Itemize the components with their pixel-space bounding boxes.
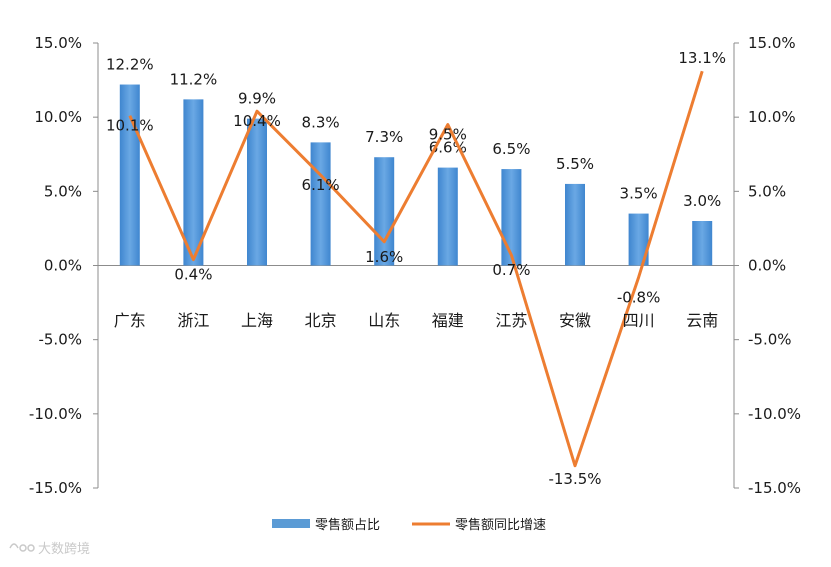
watermark-logo-icon — [9, 543, 35, 552]
line-data-label: 6.1% — [302, 176, 340, 194]
line-data-label: 9.5% — [429, 126, 467, 144]
category-label: 安徽 — [559, 311, 591, 330]
line-data-label: -0.8% — [617, 288, 661, 306]
bar-series — [119, 84, 713, 266]
bar-data-label: 8.3% — [302, 113, 340, 131]
bar-data-labels: 12.2%11.2%9.9%8.3%7.3%6.6% 6.5%5.5%3.5% 3.… — [106, 56, 721, 210]
bar — [501, 169, 522, 266]
bar — [692, 221, 713, 266]
right-tick-label: 10.0% — [748, 108, 796, 126]
category-label: 福建 — [432, 311, 464, 330]
right-axis-ticks: 15.0% 10.0% 5.0% 0.0% -5.0% -10.0% -15.0% — [734, 34, 801, 497]
right-tick-label: 0.0% — [748, 257, 786, 275]
category-label: 上海 — [241, 311, 273, 330]
left-axis-ticks: 15.0% 10.0% 5.0% 0.0% -5.0% -10.0% -15.0% — [29, 34, 98, 497]
bar-data-label: 12.2% — [106, 56, 154, 74]
bar — [247, 118, 267, 266]
bar-data-label: 9.9% — [238, 90, 276, 108]
bar-data-label: 11.2% — [170, 70, 218, 88]
line-data-label: 10.4% — [233, 112, 281, 130]
right-tick-label: 15.0% — [748, 34, 796, 52]
bar-data-label: 3.5% — [620, 185, 658, 203]
left-tick-label: 0.0% — [44, 257, 82, 275]
line-data-label: 0.7% — [492, 261, 530, 279]
line-data-labels: 10.1% 0.4% 10.4% 6.1% 1.6% 9.5% 0.7% -13.5% -0.8… — [106, 49, 726, 488]
legend-line-label: 零售额同比增速 — [455, 517, 546, 533]
bar-data-label: 3.0% — [683, 192, 721, 210]
bar — [437, 167, 458, 266]
left-tick-label: 5.0% — [44, 182, 82, 200]
left-tick-label: -5.0% — [38, 331, 82, 349]
right-tick-label: -5.0% — [748, 331, 792, 349]
category-label: 四川 — [623, 311, 655, 330]
line-data-label: 1.6% — [365, 248, 403, 266]
category-label: 广东 — [114, 311, 146, 330]
category-label: 浙江 — [177, 311, 209, 330]
bar-data-label: 5.5% — [556, 155, 594, 173]
left-tick-label: -10.0% — [29, 405, 82, 423]
legend-bar-swatch — [272, 519, 310, 528]
line-data-label: 10.1% — [106, 117, 154, 135]
bar-data-label: 7.3% — [365, 128, 403, 146]
legend: 零售额占比 零售额同比增速 — [272, 517, 546, 533]
left-tick-label: 10.0% — [34, 108, 82, 126]
bar — [183, 99, 204, 266]
category-labels: 广东 浙江 上海 北京 山东 福建 江苏 安徽 四川 云南 — [114, 311, 718, 330]
line-data-label: 13.1% — [678, 49, 726, 67]
right-tick-label: -15.0% — [748, 479, 801, 497]
bar — [119, 84, 140, 266]
right-tick-label: -10.0% — [748, 405, 801, 423]
category-label: 山东 — [368, 311, 400, 330]
bar-data-label: 6.5% — [492, 140, 530, 158]
watermark-text: 大数跨境 — [38, 542, 90, 557]
category-label: 北京 — [305, 311, 337, 330]
watermark: 大数跨境 — [9, 542, 90, 557]
bar — [565, 183, 585, 266]
legend-bar-label: 零售额占比 — [315, 517, 380, 533]
right-tick-label: 5.0% — [748, 182, 786, 200]
left-tick-label: 15.0% — [34, 34, 82, 52]
bar — [628, 213, 649, 266]
left-tick-label: -15.0% — [29, 479, 82, 497]
category-label: 云南 — [686, 311, 718, 330]
bar — [310, 142, 331, 266]
line-data-label: -13.5% — [548, 470, 601, 488]
line-series-path — [128, 70, 704, 468]
category-label: 江苏 — [495, 311, 527, 330]
line-data-label: 0.4% — [174, 266, 212, 284]
